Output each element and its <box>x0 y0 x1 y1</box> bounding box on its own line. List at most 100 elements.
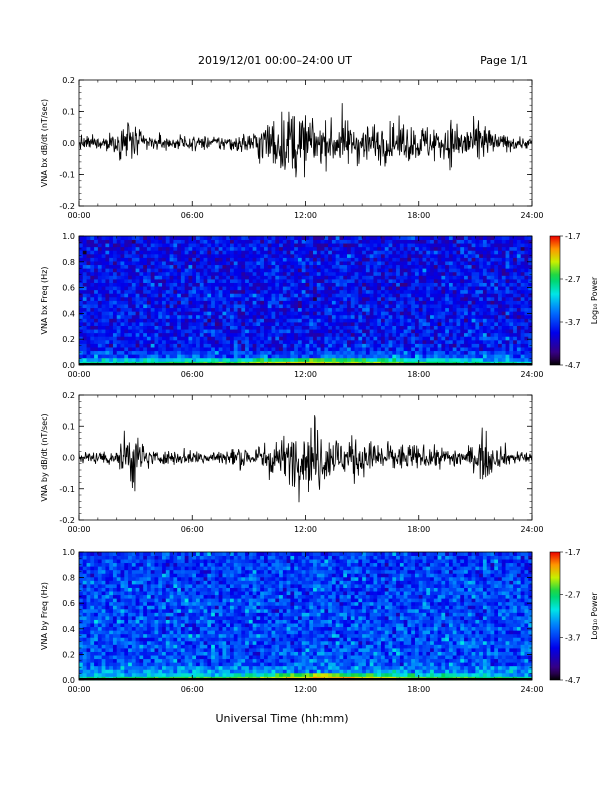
spectrogram-cell <box>207 257 212 262</box>
spectrogram-cell <box>237 253 242 258</box>
spectrogram-cell <box>188 236 193 240</box>
spectrogram-cell <box>82 293 87 298</box>
spectrogram-cell <box>252 300 257 305</box>
spectrogram-cell <box>112 325 118 330</box>
spectrogram-cell <box>90 651 95 656</box>
spectrogram-cell <box>350 264 355 269</box>
spectrogram-cell <box>331 296 337 301</box>
spectrogram-cell <box>282 332 288 337</box>
spectrogram-cell <box>252 354 257 359</box>
spectrogram-cell <box>199 275 204 280</box>
spectrogram-cell <box>324 239 329 244</box>
spectrogram-cell <box>475 357 480 362</box>
spectrogram-cell <box>316 347 321 352</box>
spectrogram-cell <box>430 329 435 334</box>
spectrogram-cell <box>313 336 318 341</box>
spectrogram-cell <box>520 282 525 287</box>
spectrogram-cell <box>528 243 533 248</box>
spectrogram-cell <box>524 264 529 269</box>
spectrogram-cell <box>479 261 484 266</box>
spectrogram-cell <box>373 286 378 291</box>
spectrogram-cell <box>331 239 337 244</box>
spectrogram-cell <box>339 322 344 326</box>
spectrogram-cell <box>162 250 167 255</box>
spectrogram-cell <box>279 314 284 319</box>
spectrogram-cell <box>109 304 114 309</box>
x-tick-label: 00:00 <box>67 370 90 379</box>
dbdt-trace-0 <box>78 103 533 178</box>
spectrogram-cell <box>260 357 265 362</box>
spectrogram-cell <box>135 264 140 269</box>
spectrogram-cell <box>460 271 465 276</box>
spectrogram-cell <box>169 357 174 362</box>
spectrogram-cell <box>279 250 284 255</box>
spectrogram-cell <box>203 300 208 305</box>
spectrogram-cell <box>448 347 454 352</box>
spectrogram-cell <box>335 243 340 248</box>
spectrogram-cell <box>501 271 506 276</box>
spectrogram-cell <box>154 347 159 352</box>
spectrogram-cell <box>396 322 401 326</box>
spectrogram-cell <box>498 282 503 287</box>
spectrogram-cell <box>460 307 465 312</box>
spectrogram-cell <box>180 322 186 326</box>
spectrogram-cell <box>313 239 318 244</box>
spectrogram-cell <box>350 347 355 352</box>
spectrogram-cell <box>501 286 506 291</box>
spectrogram-cell <box>226 343 231 348</box>
spectrogram-cell <box>460 325 465 330</box>
spectrogram-cell <box>101 644 106 649</box>
spectrogram-cell <box>494 246 499 251</box>
spectrogram-cell <box>290 289 295 294</box>
spectrogram-cell <box>479 275 484 280</box>
spectrogram-cell <box>192 343 197 348</box>
spectrogram-cell <box>271 296 276 301</box>
spectrogram-cell <box>94 300 99 305</box>
spectrogram-cell <box>79 612 84 617</box>
spectrogram-cell <box>505 264 510 269</box>
spectrogram-cell <box>324 322 329 326</box>
spectrogram-cell <box>245 243 250 248</box>
spectrogram-cell <box>441 246 446 251</box>
spectrogram-cell <box>486 268 491 273</box>
spectrogram-cell <box>399 332 405 337</box>
spectrogram-cell <box>350 293 355 298</box>
spectrogram-cell <box>290 253 295 258</box>
spectrogram-cell <box>347 257 352 262</box>
spectrogram-cell <box>384 271 389 276</box>
spectrogram-cell <box>203 339 208 344</box>
spectrogram-cell <box>309 304 314 309</box>
spectrogram-cell <box>335 343 340 348</box>
spectrogram-cell <box>128 257 133 262</box>
spectrogram-cell <box>97 347 103 352</box>
spectrogram-cell <box>464 329 469 334</box>
spectrogram-cell <box>214 325 220 330</box>
spectrogram-cell <box>486 296 491 301</box>
spectrogram-cell <box>173 296 178 301</box>
spectrogram-cell <box>479 268 484 273</box>
spectrogram-cell <box>426 239 431 244</box>
spectrogram-cell <box>498 304 503 309</box>
spectrogram-cell <box>109 347 114 352</box>
spectrogram-cell <box>196 325 201 330</box>
spectrogram-cell <box>452 347 457 352</box>
spectrogram-cell <box>414 311 420 316</box>
spectrogram-cell <box>305 322 310 326</box>
spectrogram-cell <box>143 253 148 258</box>
spectrogram-cell <box>207 332 212 337</box>
spectrogram-cell <box>339 354 344 359</box>
x-tick-label: 24:00 <box>520 370 543 379</box>
spectrogram-cell <box>82 598 87 603</box>
y-tick-label: 0.0 <box>62 454 75 463</box>
spectrogram-cell <box>230 343 235 348</box>
spectrogram-cell <box>143 250 148 255</box>
spectrogram-cell <box>226 246 231 251</box>
spectrogram-cell <box>158 271 163 276</box>
spectrogram-cell <box>214 300 220 305</box>
spectrogram-cell <box>494 329 499 334</box>
spectrogram-cell <box>184 289 189 294</box>
spectrogram-cell <box>373 296 378 301</box>
spectrogram-cell <box>150 314 155 319</box>
spectrogram-cell <box>79 329 84 334</box>
spectrogram-cell <box>437 282 442 287</box>
